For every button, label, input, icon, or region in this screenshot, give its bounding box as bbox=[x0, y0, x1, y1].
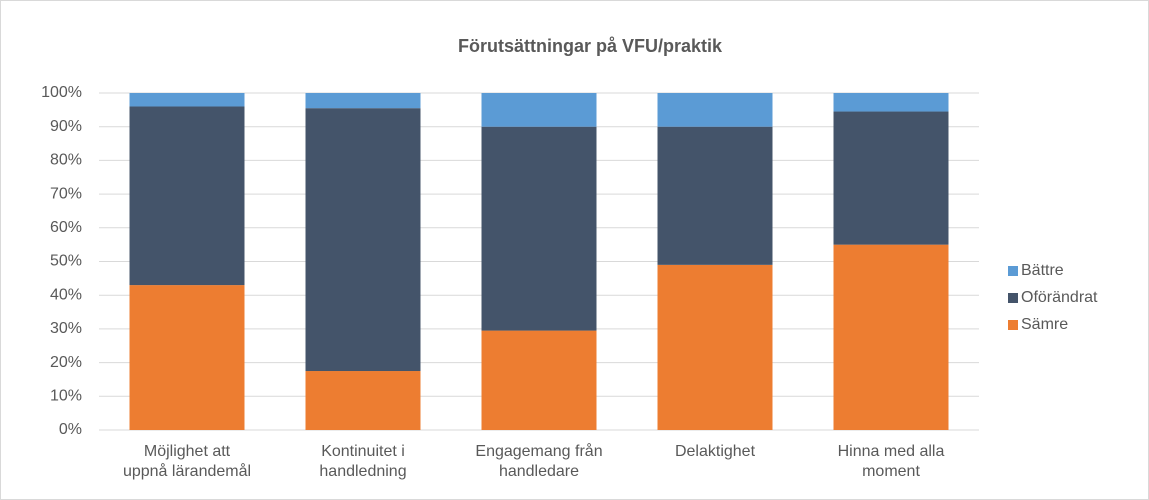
bar-segment bbox=[305, 108, 421, 372]
bar-segment bbox=[833, 93, 949, 112]
y-tick-label: 50% bbox=[50, 253, 82, 270]
bar-segment bbox=[129, 106, 245, 286]
y-tick-label: 90% bbox=[50, 118, 82, 135]
y-tick-label: 60% bbox=[50, 219, 82, 236]
y-tick-label: 30% bbox=[50, 320, 82, 337]
legend-label: Oförändrat bbox=[1021, 289, 1098, 306]
legend-swatch bbox=[1008, 293, 1018, 303]
x-tick-label: Kontinuitet i handledning bbox=[319, 443, 407, 480]
x-tick-label: Engagemang från handledare bbox=[475, 443, 603, 480]
bar-segment bbox=[833, 244, 949, 430]
bar-segment bbox=[657, 126, 773, 265]
bar-segment bbox=[481, 330, 597, 430]
x-tick-label: Hinna med alla moment bbox=[837, 443, 945, 480]
legend-label: Sämre bbox=[1021, 316, 1068, 333]
y-tick-label: 40% bbox=[50, 286, 82, 303]
y-tick-label: 20% bbox=[50, 354, 82, 371]
y-tick-label: 100% bbox=[41, 84, 82, 101]
bar-segment bbox=[129, 285, 245, 430]
y-tick-label: 10% bbox=[50, 388, 82, 405]
bar-segment bbox=[305, 93, 421, 109]
chart-title: Förutsättningar på VFU/praktik bbox=[458, 36, 723, 56]
x-tick-label: Delaktighet bbox=[674, 443, 756, 460]
bar-segment bbox=[657, 93, 773, 127]
bar-segment bbox=[833, 111, 949, 245]
bar-segment bbox=[129, 93, 245, 107]
legend-swatch bbox=[1008, 266, 1018, 276]
legend-label: Bättre bbox=[1021, 262, 1064, 279]
x-tick-label: Möjlighet att uppnå lärandemål bbox=[122, 443, 252, 480]
bar-segment bbox=[305, 371, 421, 430]
bar-segment bbox=[481, 126, 597, 331]
bar-segment bbox=[657, 264, 773, 430]
y-tick-label: 70% bbox=[50, 185, 82, 202]
y-tick-label: 80% bbox=[50, 152, 82, 169]
y-tick-label: 0% bbox=[59, 421, 82, 438]
bar-segment bbox=[481, 93, 597, 127]
legend-swatch bbox=[1008, 320, 1018, 330]
